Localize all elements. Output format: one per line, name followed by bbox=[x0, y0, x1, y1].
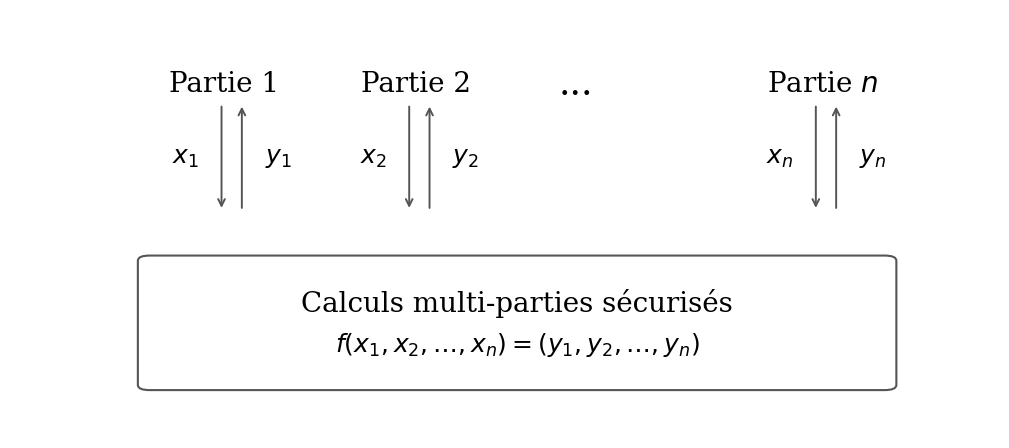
Text: $x_1$: $x_1$ bbox=[172, 147, 199, 171]
Text: Partie 2: Partie 2 bbox=[361, 71, 471, 98]
Text: ···: ··· bbox=[559, 78, 593, 112]
FancyBboxPatch shape bbox=[138, 255, 896, 390]
Text: Calculs multi-parties sécurisés: Calculs multi-parties sécurisés bbox=[302, 289, 733, 319]
Text: $y_2$: $y_2$ bbox=[452, 147, 479, 171]
Text: Partie 1: Partie 1 bbox=[170, 71, 279, 98]
Text: $f(x_1, x_2, \ldots, x_n) = (y_1, y_2, \ldots, y_n)$: $f(x_1, x_2, \ldots, x_n) = (y_1, y_2, \… bbox=[335, 331, 699, 359]
Text: $x_n$: $x_n$ bbox=[766, 147, 793, 171]
Text: $x_2$: $x_2$ bbox=[360, 147, 386, 171]
Text: $y_n$: $y_n$ bbox=[859, 147, 886, 171]
Text: $y_1$: $y_1$ bbox=[264, 147, 292, 171]
Text: Partie $n$: Partie $n$ bbox=[767, 71, 879, 98]
